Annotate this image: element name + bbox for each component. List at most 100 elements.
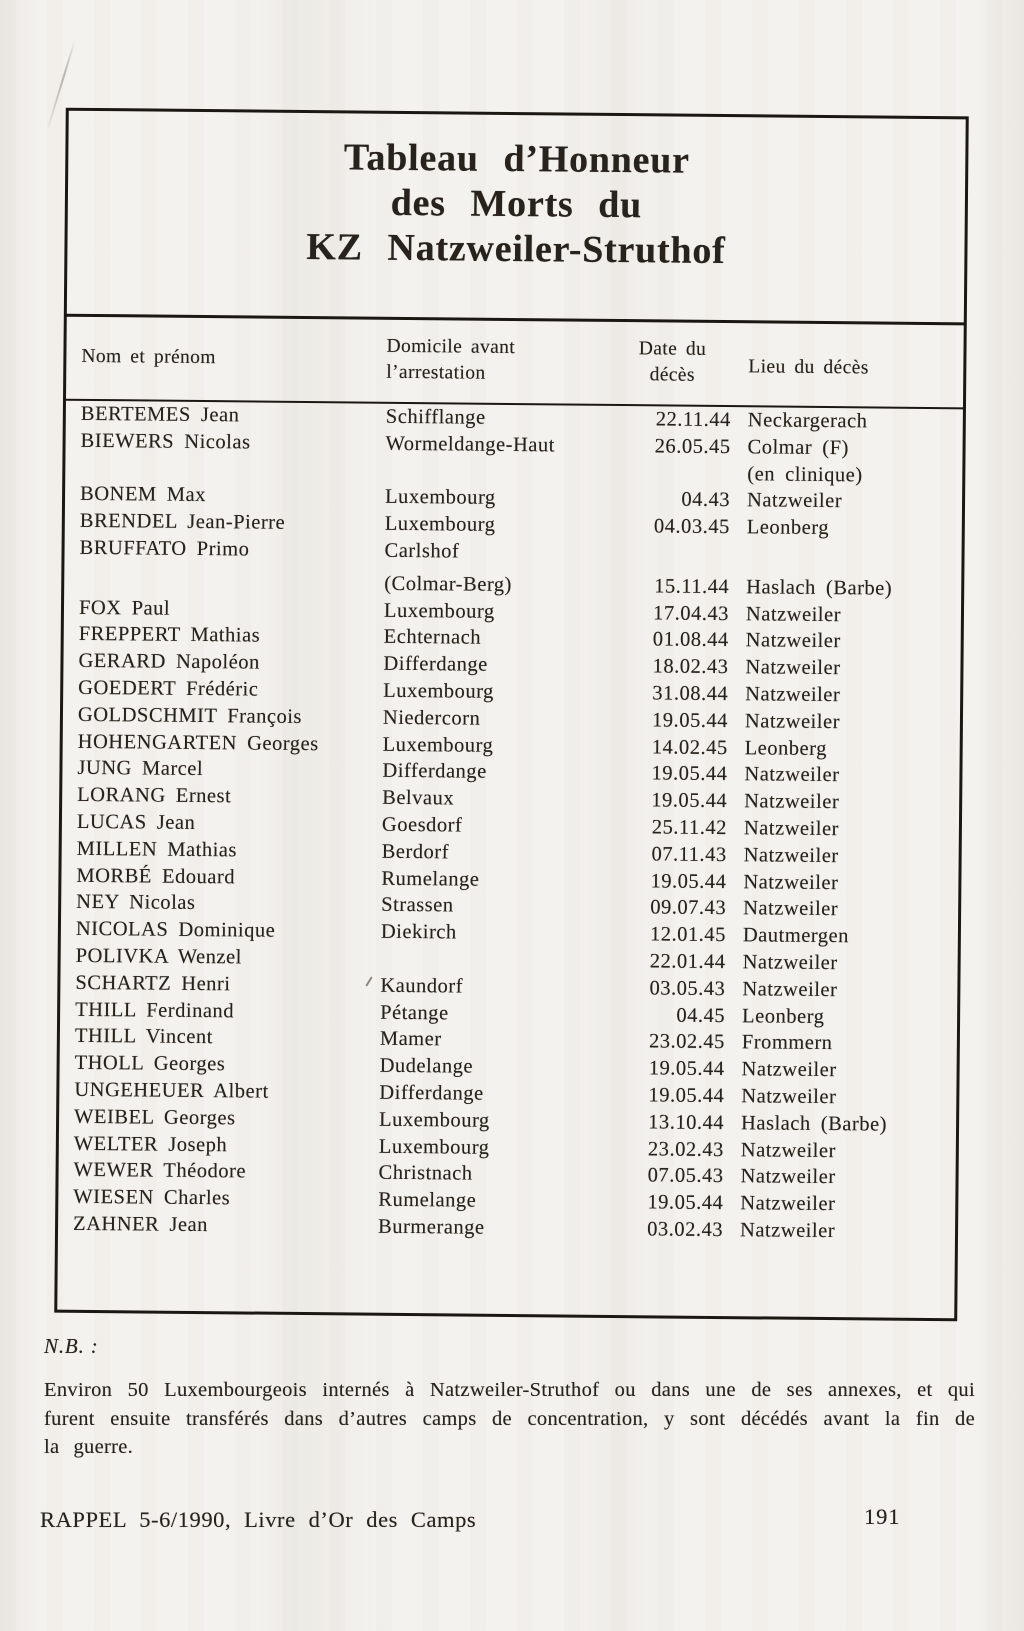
cell-domicile: Luxembourg: [378, 1135, 490, 1159]
page-number: 191: [864, 1504, 901, 1529]
cell-date: 31.08.44: [652, 682, 729, 706]
cell-domicile: Rumelange: [381, 867, 480, 891]
table-body: BERTEMES Jean Schifflange 22.11.44 Necka…: [58, 401, 963, 1246]
cell-lieu: Natzweiler: [741, 1085, 837, 1109]
cell-date: 09.07.43: [650, 896, 727, 920]
column-header-name: Nom et prénom: [81, 345, 216, 369]
cell-name: HOHENGARTEN Georges: [77, 730, 319, 755]
cell-domicile: Rumelange: [378, 1188, 477, 1212]
cell-domicile: Mamer: [379, 1028, 442, 1051]
column-header-domicile-line1: Domicile avant: [386, 335, 516, 359]
cell-name: GOLDSCHMIT François: [77, 703, 303, 728]
cell-domicile: Luxembourg: [383, 679, 494, 703]
cell-lieu: Colmar (F): [747, 436, 849, 460]
cell-name: GOEDERT Frédéric: [78, 676, 259, 701]
cell-name: UNGEHEUER Albert: [74, 1078, 269, 1103]
cell-name: THILL Vincent: [74, 1025, 214, 1049]
cell-date: 23.02.43: [647, 1137, 724, 1161]
cell-lieu: Natzweiler: [741, 1058, 837, 1082]
cell-name: NICOLAS Dominique: [75, 917, 276, 942]
cell-domicile: Luxembourg: [379, 1108, 490, 1132]
cell-lieu: Natzweiler: [744, 710, 841, 733]
cell-name: POLIVKA Wenzel: [75, 944, 242, 969]
cell-name: FOX Paul: [78, 596, 171, 620]
cell-lieu: Natzweiler: [740, 1138, 836, 1162]
cell-date: [624, 540, 729, 568]
cell-domicile: Schifflange: [385, 405, 486, 429]
cell-name: THOLL Georges: [74, 1051, 226, 1076]
cell-name: GERARD Napoléon: [78, 650, 260, 674]
cell-lieu: Natzweiler: [743, 870, 839, 894]
cell-name: THILL Ferdinand: [75, 998, 235, 1022]
cell-domicile: Carlshof: [384, 539, 460, 563]
cell-lieu: Leonberg: [742, 1004, 825, 1028]
cell-date: 25.11.42: [651, 816, 728, 840]
cell-lieu: (en clinique): [747, 462, 863, 486]
cell-name: SCHARTZ Henri: [75, 971, 231, 996]
cell-name: MILLEN Mathias: [76, 837, 238, 862]
title-divider-rule: [65, 313, 965, 326]
footer-source: RAPPEL 5-6/1990, Livre d’Or des Camps: [40, 1507, 477, 1532]
cell-lieu: Natzweiler: [746, 489, 843, 513]
cell-domicile: Differdange: [383, 652, 488, 676]
column-header-date-line1: Date du: [638, 338, 707, 360]
cell-lieu: Natzweiler: [745, 683, 841, 707]
cell-name: WELTER Joseph: [73, 1132, 228, 1156]
column-header-lieu: Lieu du décès: [748, 356, 869, 379]
cell-date: 23.02.45: [648, 1030, 725, 1054]
cell-lieu: Natzweiler: [740, 1165, 836, 1189]
column-header-date-line2: décès: [649, 364, 695, 386]
cell-date: 19.05.44: [648, 1084, 725, 1107]
cell-name: WEWER Théodore: [73, 1159, 247, 1183]
page-title: Tableau d’Honneur des Morts du KZ Natzwe…: [67, 133, 965, 277]
cell-name: BONEM Max: [79, 483, 207, 507]
cell-name: JUNG Marcel: [77, 757, 204, 781]
cell-domicile: Strassen: [381, 894, 454, 917]
cell-date: 07.11.43: [651, 843, 727, 866]
cell-domicile: Differdange: [379, 1081, 484, 1105]
cell-lieu: Natzweiler: [745, 656, 841, 680]
cell-name: BERTEMES Jean: [80, 402, 240, 427]
cell-date: 03.02.43: [647, 1218, 724, 1241]
cell-date: [625, 460, 730, 488]
cell-name: [79, 568, 384, 598]
cell-date: 03.05.43: [649, 977, 726, 1000]
cell-name: WEIBEL Georges: [74, 1105, 236, 1130]
cell-domicile: Luxembourg: [383, 599, 495, 623]
cell-domicile: Diekirch: [380, 920, 457, 944]
cell-lieu: Natzweiler: [744, 790, 840, 814]
cell-name: BRENDEL Jean-Pierre: [79, 510, 286, 535]
cell-date: 19.05.44: [647, 1191, 724, 1215]
cell-domicile: Dudelange: [379, 1054, 474, 1078]
cell-lieu: Natzweiler: [743, 843, 839, 867]
cell-name: BRUFFATO Primo: [79, 536, 250, 561]
column-header-domicile: Domicile avant l’arrestation: [386, 334, 515, 387]
cell-date: 04.45: [676, 1004, 726, 1027]
cell-date: 26.05.45: [654, 435, 731, 458]
cell-lieu: Natzweiler: [743, 817, 840, 841]
cell-date: 22.01.44: [649, 950, 726, 974]
cell-date: 04.03.45: [653, 515, 730, 539]
cell-date: 19.05.44: [651, 789, 728, 813]
cell-lieu: Neckargerach: [747, 409, 868, 433]
cell-domicile: Christnach: [378, 1162, 473, 1185]
cell-domicile: Kaundorf: [380, 974, 464, 998]
cell-lieu: Natzweiler: [740, 1192, 836, 1216]
cell-date: 12.01.45: [649, 923, 726, 947]
cell-domicile: (Colmar-Berg): [384, 572, 513, 596]
cell-date: 13.10.44: [648, 1111, 725, 1134]
cell-lieu: Natzweiler: [742, 951, 838, 975]
cell-name: MORBÉ Edouard: [76, 864, 236, 888]
column-header-domicile-line2: l’arrestation: [386, 361, 486, 384]
cell-lieu: Natzweiler: [745, 629, 841, 653]
cell-lieu: Natzweiler: [743, 897, 839, 921]
cell-date: 17.04.43: [653, 601, 730, 625]
cell-domicile: Differdange: [382, 760, 487, 784]
cell-domicile: Berdorf: [381, 840, 450, 864]
cell-name: WIESEN Charles: [73, 1185, 231, 1210]
title-line-3: KZ Natzweiler-Struthof: [306, 226, 726, 273]
cell-domicile: Goesdorf: [381, 813, 463, 837]
cell-lieu: Natzweiler: [745, 602, 842, 626]
cell-date: 19.05.44: [648, 1057, 725, 1081]
